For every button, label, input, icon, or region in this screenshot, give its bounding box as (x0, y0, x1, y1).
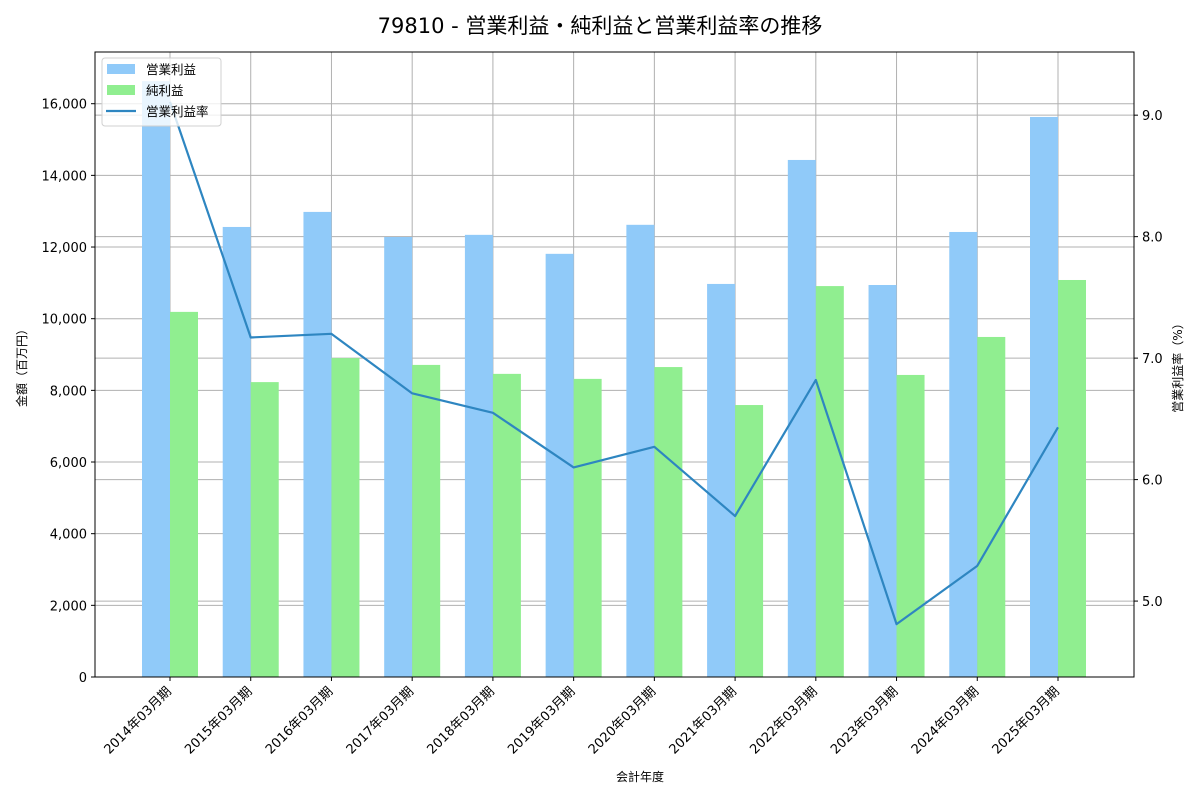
legend-box (101, 57, 222, 127)
x-axis-label: 会計年度 (616, 769, 664, 784)
legend-swatch-net-profit (107, 85, 135, 95)
legend-label-margin: 営業利益率 (146, 104, 209, 119)
x-axis: 2014年03月期 2015年03月期 2016年03月期 2017年03月期 2018… (102, 677, 1063, 758)
margin-line-series (168, 101, 1059, 626)
x-tick-label: 2016年03月期 (263, 684, 336, 757)
bar-net-profit (735, 405, 764, 677)
y-tick-label: 2,000 (50, 599, 87, 614)
x-tick-label: 2014年03月期 (102, 684, 175, 757)
bar-net-profit (331, 358, 360, 677)
chart-title: 79810 - 営業利益・純利益と営業利益率の推移 (378, 14, 823, 38)
x-tick-label: 2022年03月期 (747, 684, 820, 757)
y-axis-right-label: 営業利益率（%） (1170, 317, 1185, 412)
plot-frame (94, 51, 1135, 678)
bar-series (142, 81, 1086, 678)
legend-label-net-profit: 純利益 (146, 83, 184, 98)
y-tick-label: 14,000 (42, 169, 88, 184)
bar-net-profit (573, 378, 602, 677)
bar-operating-profit (949, 231, 978, 678)
y-tick-label: 10,000 (42, 313, 88, 328)
bar-operating-profit (384, 236, 413, 677)
bar-net-profit (412, 364, 441, 677)
x-tick-label: 2017年03月期 (344, 684, 417, 757)
y-tick-label: 12,000 (42, 241, 88, 256)
bar-net-profit (250, 382, 279, 677)
bar-net-profit (977, 336, 1006, 677)
bar-operating-profit (868, 285, 897, 677)
x-tick-label: 2015年03月期 (182, 684, 255, 757)
bar-net-profit (170, 311, 198, 677)
bar-operating-profit (142, 81, 170, 677)
bar-operating-profit (303, 211, 332, 678)
x-tick-label: 2024年03月期 (909, 684, 982, 757)
y-tick-label: 16,000 (42, 98, 88, 113)
y-tick-label: 6,000 (50, 456, 87, 471)
y-right-tick-label: 8.0 (1142, 231, 1163, 246)
y-tick-label: 0 (79, 671, 87, 686)
legend-swatch-operating-profit (107, 64, 135, 74)
bar-operating-profit (464, 234, 493, 677)
bar-net-profit (1058, 279, 1086, 677)
x-tick-label: 2019年03月期 (505, 684, 578, 757)
x-tick-label: 2025年03月期 (990, 684, 1063, 757)
bar-operating-profit (707, 283, 736, 677)
y-axis-left-label: 金額（百万円） (14, 323, 29, 407)
bar-operating-profit (222, 226, 251, 677)
bar-net-profit (492, 373, 521, 677)
x-tick-label: 2020年03月期 (586, 684, 659, 757)
y-right-tick-label: 5.0 (1142, 595, 1163, 610)
y-axis-left: 0 2,000 4,000 6,000 8,000 10,000 12,000 14,000 1… (42, 98, 95, 686)
y-right-tick-label: 9.0 (1142, 109, 1163, 124)
x-tick-label: 2021年03月期 (667, 684, 740, 757)
y-tick-label: 4,000 (50, 528, 87, 543)
margin-line (168, 101, 1059, 626)
bar-operating-profit (1030, 116, 1058, 677)
x-tick-label: 2023年03月期 (828, 684, 901, 757)
y-tick-label: 8,000 (50, 384, 87, 399)
legend: 営業利益 純利益 営業利益率 (101, 57, 222, 127)
bar-net-profit (654, 367, 683, 677)
bar-net-profit (896, 374, 925, 677)
y-right-tick-label: 6.0 (1142, 474, 1163, 489)
legend-label-operating-profit: 営業利益 (146, 62, 196, 77)
x-tick-label: 2018年03月期 (424, 684, 497, 757)
y-axis-right: 5.0 6.0 7.0 8.0 9.0 (1134, 109, 1163, 610)
y-right-tick-label: 7.0 (1142, 352, 1163, 367)
bar-net-profit (815, 286, 844, 677)
